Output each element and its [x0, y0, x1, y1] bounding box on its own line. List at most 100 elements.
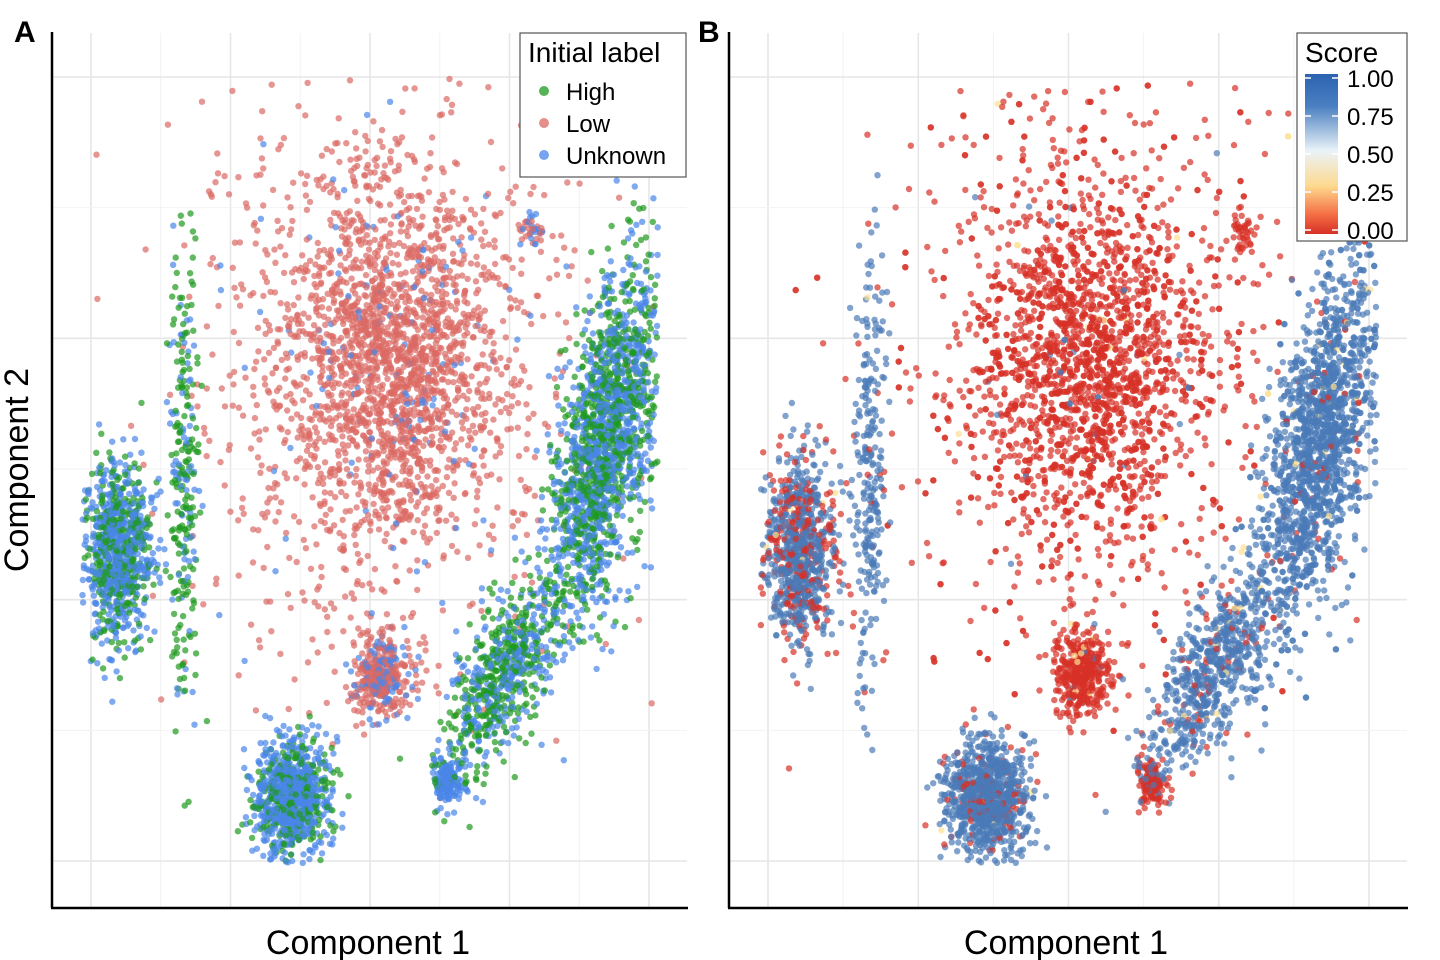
scatter-point: [420, 442, 427, 450]
scatter-point: [464, 554, 472, 561]
scatter-point: [365, 462, 372, 469]
scatter-point: [357, 631, 364, 639]
scatter-point: [307, 336, 315, 344]
scatter-point: [413, 680, 420, 687]
scatter-point: [371, 650, 378, 657]
scatter-point: [126, 490, 133, 498]
scatter-point: [340, 628, 347, 635]
scatter-point: [175, 550, 183, 557]
scatter-point: [324, 403, 331, 410]
scatter-point: [383, 366, 390, 373]
scatter-point: [312, 439, 319, 446]
scatter-point: [467, 234, 475, 241]
scatter-point: [511, 375, 518, 383]
scatter-point: [322, 511, 329, 518]
scatter-point: [316, 360, 323, 368]
scatter-point: [116, 459, 124, 466]
scatter-point: [217, 458, 224, 466]
scatter-point: [448, 368, 455, 376]
scatter-point: [443, 290, 450, 298]
scatter-point: [458, 351, 465, 358]
scatter-point: [348, 302, 356, 310]
scatter-point: [387, 249, 394, 257]
scatter-point: [334, 738, 341, 745]
scatter-point: [359, 650, 366, 657]
scatter-point: [308, 791, 315, 798]
scatter-point: [214, 170, 222, 177]
scatter-point: [530, 410, 537, 417]
scatter-point: [186, 422, 193, 430]
scatter-point: [315, 723, 322, 730]
scatter-point: [432, 311, 439, 319]
scatter-point: [474, 386, 481, 394]
scatter-point: [387, 649, 395, 656]
scatter-point: [401, 661, 409, 669]
scatter-point: [350, 595, 358, 602]
scatter-point: [453, 287, 460, 295]
scatter-point: [528, 320, 535, 328]
scatter-point: [333, 280, 341, 287]
scatter-point: [383, 349, 390, 356]
scatter-point: [327, 216, 334, 224]
scatter-point: [142, 246, 149, 253]
scatter-point: [362, 148, 369, 155]
scatter-point: [355, 625, 362, 632]
scatter-point: [487, 429, 494, 436]
scatter-point: [439, 607, 447, 614]
scatter-point: [366, 716, 373, 723]
scatter-point: [334, 467, 341, 474]
scatter-point: [354, 670, 362, 678]
scatter-point: [149, 549, 156, 557]
scatter-point: [338, 488, 345, 496]
scatter-point: [172, 407, 179, 414]
scatter-point: [242, 374, 249, 381]
scatter-point: [330, 828, 337, 835]
scatter-point: [410, 426, 417, 434]
scatter-point: [384, 272, 391, 280]
scatter-point: [351, 369, 358, 376]
scatter-point: [370, 490, 378, 498]
scatter-point: [342, 593, 349, 600]
scatter-point: [251, 365, 258, 373]
scatter-point: [363, 232, 370, 239]
scatter-point: [294, 353, 301, 360]
scatter-point: [193, 424, 200, 432]
scatter-point: [327, 490, 334, 497]
scatter-point: [342, 661, 350, 668]
scatter-point: [404, 637, 411, 645]
scatter-point: [261, 752, 268, 759]
scatter-point: [335, 115, 342, 122]
scatter-point: [188, 278, 195, 285]
scatter-point: [182, 458, 189, 465]
scatter-point: [349, 437, 356, 444]
scatter-point: [435, 517, 442, 524]
scatter-point: [175, 304, 182, 311]
scatter-point: [181, 412, 188, 420]
scatter-point: [297, 381, 304, 388]
scatter-point: [273, 795, 280, 802]
scatter-point: [436, 504, 443, 511]
scatter-point: [231, 239, 239, 246]
scatter-point: [433, 350, 440, 358]
scatter-point: [454, 384, 462, 392]
scatter-point: [418, 467, 426, 474]
scatter-point: [377, 202, 384, 209]
scatter-point: [440, 169, 447, 176]
scatter-point: [391, 436, 398, 443]
scatter-point: [339, 441, 346, 448]
scatter-point: [427, 415, 434, 422]
scatter-point: [620, 555, 627, 562]
scatter-point: [86, 545, 93, 553]
scatter-point: [364, 468, 372, 475]
scatter-point: [243, 786, 251, 794]
scatter-point: [404, 714, 411, 722]
scatter-point: [459, 213, 466, 221]
scatter-point: [297, 414, 305, 422]
scatter-point: [348, 459, 355, 466]
scatter-point: [527, 312, 534, 319]
scatter-point: [338, 300, 345, 307]
scatter-point: [250, 791, 257, 799]
scatter-point: [584, 277, 591, 284]
scatter-point: [531, 454, 539, 461]
scatter-point: [366, 580, 373, 587]
